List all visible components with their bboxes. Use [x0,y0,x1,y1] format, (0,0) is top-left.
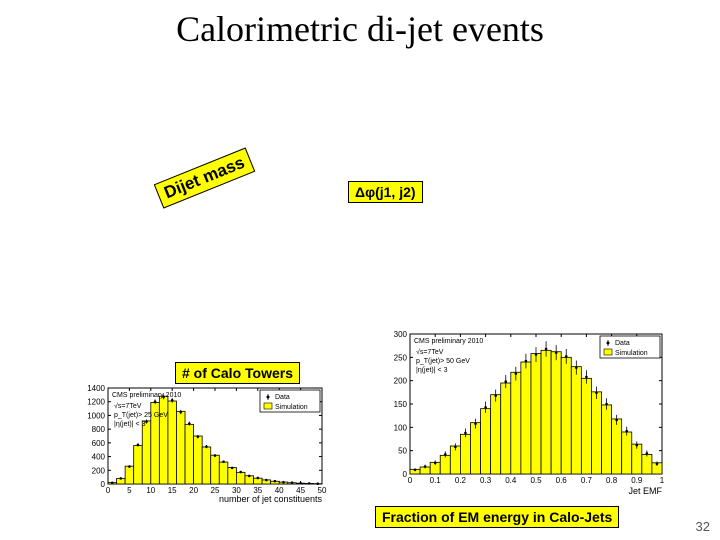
svg-text:0.4: 0.4 [505,476,517,485]
svg-text:CMS preliminary 2010: CMS preliminary 2010 [414,338,483,345]
svg-text:0: 0 [106,486,111,495]
svg-text:1: 1 [660,476,665,485]
svg-text:0.1: 0.1 [430,476,442,485]
ncalo-towers-label: # of Calo Towers [175,362,300,384]
svg-text:10: 10 [146,486,155,495]
dijet-mass-label: Dijet mass [154,147,256,208]
emf-label: Fraction of EM energy in Calo-Jets [375,506,619,528]
svg-text:100: 100 [394,423,408,432]
chart-jet-emf-svg: 05010015020025030000.10.20.30.40.50.60.7… [380,328,670,496]
svg-text:1400: 1400 [87,384,105,393]
svg-text:0.5: 0.5 [530,476,542,485]
svg-text:200: 200 [394,377,408,386]
svg-text:0.3: 0.3 [480,476,492,485]
svg-text:15: 15 [168,486,177,495]
svg-text:number of jet constituents: number of jet constituents [219,494,323,504]
svg-text:150: 150 [394,400,408,409]
svg-text:p_T(jet)> 50 GeV: p_T(jet)> 50 GeV [416,358,470,365]
svg-text:600: 600 [92,439,106,448]
svg-text:|η(jet)| < 3: |η(jet)| < 3 [416,367,448,374]
svg-text:300: 300 [394,330,408,339]
svg-text:200: 200 [92,466,106,475]
svg-text:800: 800 [92,425,106,434]
svg-text:0.2: 0.2 [455,476,467,485]
chart-jet-emf: 05010015020025030000.10.20.30.40.50.60.7… [380,328,670,496]
svg-text:0.8: 0.8 [606,476,618,485]
svg-text:CMS preliminary 2010: CMS preliminary 2010 [112,392,181,399]
chart-jet-constituents: 0200400600800100012001400051015202530354… [78,384,328,504]
delta-phi-label: Δφ(j1, j2) [348,181,423,203]
svg-text:0: 0 [408,476,413,485]
svg-text:Data: Data [615,340,630,347]
svg-text:Simulation: Simulation [275,404,308,411]
page-number: 32 [696,519,710,534]
svg-text:Data: Data [275,394,290,401]
svg-text:400: 400 [92,453,106,462]
svg-text:1000: 1000 [87,411,105,420]
svg-text:0.7: 0.7 [581,476,593,485]
svg-text:1200: 1200 [87,398,105,407]
svg-text:0.6: 0.6 [556,476,568,485]
svg-text:50: 50 [398,447,407,456]
svg-text:|η(jet)| < 3: |η(jet)| < 3 [114,421,146,428]
svg-text:p_T(jet)> 25 GeV: p_T(jet)> 25 GeV [114,412,168,419]
svg-text:Simulation: Simulation [615,350,648,357]
svg-text:20: 20 [189,486,198,495]
page-title: Calorimetric di-jet events [0,8,720,50]
svg-text:0.9: 0.9 [631,476,643,485]
svg-text:250: 250 [394,353,408,362]
svg-text:√s=7TeV: √s=7TeV [416,348,444,356]
chart-jet-constituents-svg: 0200400600800100012001400051015202530354… [78,384,328,504]
svg-text:Jet EMF: Jet EMF [628,486,662,496]
svg-text:√s=7TeV: √s=7TeV [114,402,142,410]
svg-text:5: 5 [127,486,132,495]
